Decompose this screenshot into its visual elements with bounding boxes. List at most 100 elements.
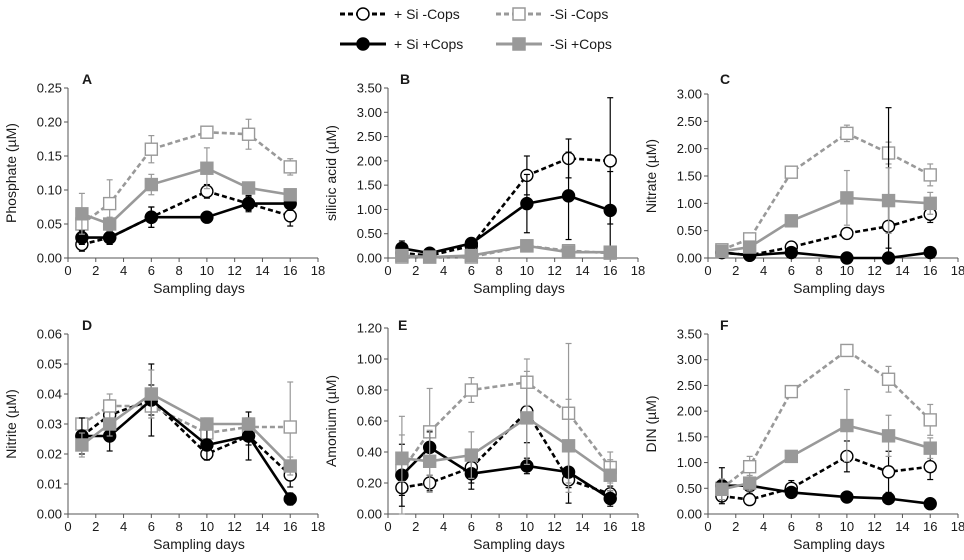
- data-point: [241, 429, 256, 443]
- panel-label: B: [400, 71, 410, 87]
- x-tick-label: 12: [547, 519, 561, 534]
- x-tick-label: 18: [631, 263, 645, 278]
- data-point: [200, 210, 214, 224]
- series-line: [81, 190, 291, 246]
- x-tick-label: 14: [895, 519, 909, 534]
- y-tick-label: 0.01: [37, 477, 62, 492]
- data-point: [603, 491, 617, 506]
- x-tick-label: 10: [520, 263, 534, 278]
- data-point: [881, 251, 896, 265]
- data-point: [784, 449, 799, 464]
- panel-label: D: [82, 317, 92, 333]
- panel-label: E: [398, 317, 407, 333]
- data-point: [603, 468, 617, 482]
- x-tick-label: 18: [631, 519, 645, 534]
- x-tick-label: 0: [64, 519, 71, 534]
- y-tick-label: 0.00: [357, 507, 382, 522]
- y-tick-label: 0.02: [37, 447, 62, 462]
- data-point: [75, 438, 89, 452]
- data-point: [923, 497, 937, 511]
- data-point: [840, 490, 854, 504]
- data-point: [881, 193, 896, 208]
- data-point: [561, 189, 576, 203]
- y-tick-label: 0.06: [37, 327, 62, 342]
- series--si-cops: [395, 239, 617, 264]
- data-point: [241, 196, 256, 211]
- x-tick-label: 14: [255, 519, 269, 534]
- data-point: [784, 245, 799, 260]
- data-point: [840, 226, 854, 241]
- y-tick-label: 2.00: [677, 404, 702, 419]
- x-tick-label: 10: [840, 263, 854, 278]
- x-tick-label: 8: [815, 519, 822, 534]
- legend-marker: [512, 7, 526, 21]
- data-point: [881, 429, 896, 443]
- data-point: [840, 251, 854, 265]
- series-line: [401, 157, 611, 257]
- series--si-cops: [715, 167, 937, 259]
- x-tick-label: 6: [788, 263, 795, 278]
- data-point: [283, 420, 297, 434]
- x-tick-label: 4: [440, 263, 447, 278]
- legend-marker: [512, 37, 526, 51]
- panel-c: 0.00 0.50 1.00 1.50 2.00 2.50 3.00 0 2 4 6 8 10 12 14 1…: [643, 71, 964, 296]
- y-tick-label: 2.50: [677, 114, 702, 129]
- data-point: [422, 454, 437, 468]
- legend: + Si -Cops -Si -Cops + Si +Cops -Si +Cops: [340, 6, 612, 52]
- data-point: [520, 239, 534, 253]
- data-point: [881, 491, 896, 506]
- y-tick-label: 0.00: [37, 251, 62, 266]
- legend-label: -Si -Cops: [550, 6, 608, 22]
- data-point: [241, 127, 256, 141]
- data-point: [881, 372, 896, 386]
- legend-label: + Si -Cops: [394, 6, 460, 22]
- x-tick-label: 4: [760, 519, 767, 534]
- x-tick-label: 18: [951, 519, 964, 534]
- data-point: [520, 196, 534, 211]
- x-tick-label: 10: [520, 519, 534, 534]
- x-tick-label: 6: [148, 263, 155, 278]
- y-tick-label: 0.05: [37, 357, 62, 372]
- panel-label: A: [82, 71, 92, 87]
- y-axis-title: Nitrate (µM): [643, 139, 659, 213]
- x-tick-label: 2: [732, 519, 739, 534]
- x-tick-label: 10: [200, 519, 214, 534]
- x-tick-label: 8: [175, 263, 182, 278]
- x-axis-title: Sampling days: [153, 280, 245, 296]
- y-tick-label: 2.50: [357, 129, 382, 144]
- y-tick-label: 0.20: [37, 115, 62, 130]
- data-point: [923, 245, 937, 260]
- legend-entry: + Si -Cops: [340, 6, 460, 22]
- x-tick-label: 0: [704, 263, 711, 278]
- panel-b: 0.00 0.50 1.00 1.50 2.00 2.50 3.00 3.50 0 2 4 6 8 10 1…: [323, 71, 645, 296]
- series--si-cops: [395, 151, 617, 260]
- data-point: [603, 203, 617, 218]
- data-point: [715, 482, 729, 497]
- legend-entry: + Si +Cops: [340, 36, 463, 52]
- x-tick-label: 8: [175, 519, 182, 534]
- data-point: [464, 236, 479, 251]
- y-tick-label: 0.50: [677, 481, 702, 496]
- x-tick-label: 4: [120, 263, 127, 278]
- y-tick-label: 2.00: [677, 141, 702, 156]
- series-line: [721, 455, 931, 501]
- series--si-cops: [395, 97, 617, 263]
- y-tick-label: 1.00: [677, 455, 702, 470]
- x-tick-label: 6: [468, 519, 475, 534]
- y-tick-label: 1.50: [357, 178, 382, 193]
- x-tick-label: 12: [227, 263, 241, 278]
- x-tick-label: 18: [951, 263, 964, 278]
- y-tick-label: 0.20: [357, 476, 382, 491]
- data-point: [923, 459, 937, 474]
- panel-f: 0.00 0.50 1.00 1.50 2.00 2.50 3.00 3.50 0 2 4 6 8 10 1…: [643, 317, 964, 552]
- data-point: [144, 142, 159, 156]
- data-point: [102, 196, 117, 211]
- y-tick-label: 1.50: [677, 169, 702, 184]
- data-point: [840, 126, 854, 141]
- x-tick-label: 8: [495, 263, 502, 278]
- data-point: [283, 160, 297, 174]
- data-point: [283, 459, 297, 473]
- legend-label: -Si +Cops: [550, 36, 612, 52]
- y-tick-label: 0.80: [357, 383, 382, 398]
- y-tick-label: 0.25: [37, 81, 62, 96]
